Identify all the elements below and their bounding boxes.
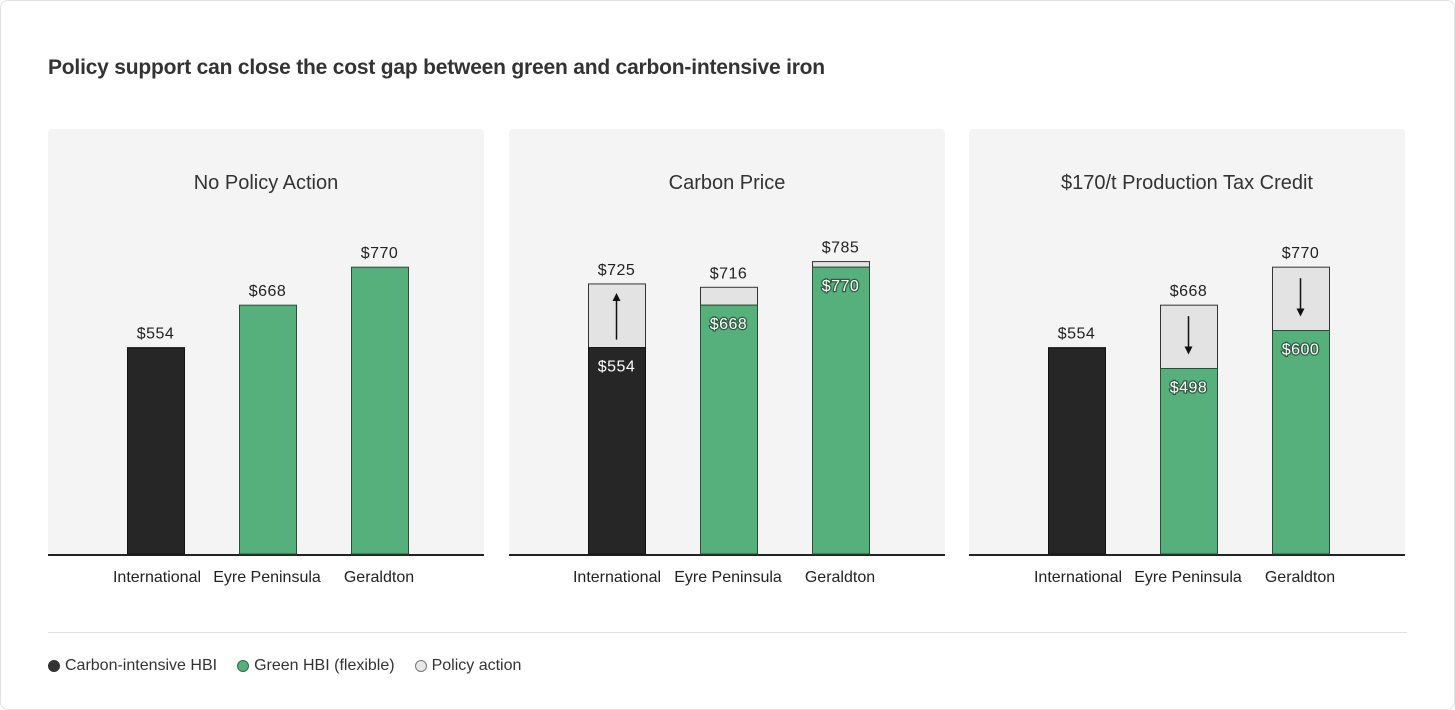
- bar-top-label: $554: [137, 326, 175, 343]
- carbon-bar: [127, 347, 185, 555]
- chart-title: Policy support can close the cost gap be…: [48, 56, 825, 79]
- carbon-bar: [588, 347, 646, 555]
- bar-top-label: $785: [822, 240, 860, 257]
- legend-label-policy: Policy action: [431, 657, 522, 674]
- legend-item-green: Green HBI (flexible): [237, 657, 395, 675]
- bar-inner-label: $668: [710, 316, 748, 333]
- bar-top-label: $716: [710, 265, 748, 282]
- category-label-eyre-peninsula: Eyre Peninsula: [674, 569, 782, 586]
- category-label-geraldton: Geraldton: [343, 569, 415, 586]
- legend-label-green: Green HBI (flexible): [254, 657, 395, 674]
- legend-swatch-green: [237, 660, 250, 672]
- green-bar: [812, 266, 870, 555]
- category-label-geraldton: Geraldton: [804, 569, 876, 586]
- green-bar: [1160, 367, 1218, 555]
- legend-swatch-carbon: [48, 660, 60, 672]
- bar-inner-label: $554: [598, 359, 636, 376]
- panel-title-carbon-price: Carbon Price: [668, 172, 786, 194]
- baseline-carbon-price: [509, 554, 945, 556]
- legend-divider: [48, 632, 1407, 633]
- policy-bar-segment: [700, 286, 758, 306]
- carbon-bar: [1048, 347, 1106, 555]
- baseline-tax-credit: [969, 554, 1405, 556]
- category-label-eyre-peninsula: Eyre Peninsula: [1134, 569, 1242, 586]
- legend-label-carbon: Carbon-intensive HBI: [65, 657, 218, 674]
- policy-bar-segment: [812, 261, 870, 268]
- bar-top-label: $668: [249, 283, 287, 300]
- bar-top-label: $725: [598, 262, 636, 279]
- bar-inner-label: $600: [1282, 342, 1320, 359]
- category-label-eyre-peninsula: Eyre Peninsula: [213, 569, 321, 586]
- green-bar: [700, 304, 758, 555]
- arrow-down-icon-head: [1296, 308, 1305, 317]
- panel-title-tax-credit: $170/t Production Tax Credit: [1060, 172, 1313, 194]
- bar-top-label: $554: [1058, 326, 1096, 343]
- baseline-no-policy: [48, 554, 484, 556]
- green-bar: [351, 266, 409, 555]
- bar-inner-label: $498: [1170, 379, 1208, 396]
- arrow-down-icon-head: [1184, 346, 1193, 355]
- category-label-international: International: [572, 569, 662, 586]
- bar-inner-label: $770: [822, 278, 860, 295]
- panel-title-no-policy: No Policy Action: [193, 172, 339, 194]
- bar-top-label: $668: [1170, 283, 1208, 300]
- category-label-geraldton: Geraldton: [1264, 569, 1336, 586]
- legend-item-carbon: Carbon-intensive HBI: [48, 657, 217, 675]
- green-bar: [1272, 330, 1330, 555]
- category-label-international: International: [1033, 569, 1123, 586]
- bar-top-label: $770: [361, 245, 399, 262]
- bar-top-label: $770: [1282, 245, 1320, 262]
- legend-swatch-policy: [414, 660, 427, 672]
- category-label-international: International: [112, 569, 202, 586]
- green-bar: [239, 304, 297, 555]
- legend: Carbon-intensive HBI Green HBI (flexible…: [48, 657, 521, 675]
- legend-item-policy: Policy action: [414, 657, 522, 675]
- arrow-up-icon-head: [612, 292, 621, 301]
